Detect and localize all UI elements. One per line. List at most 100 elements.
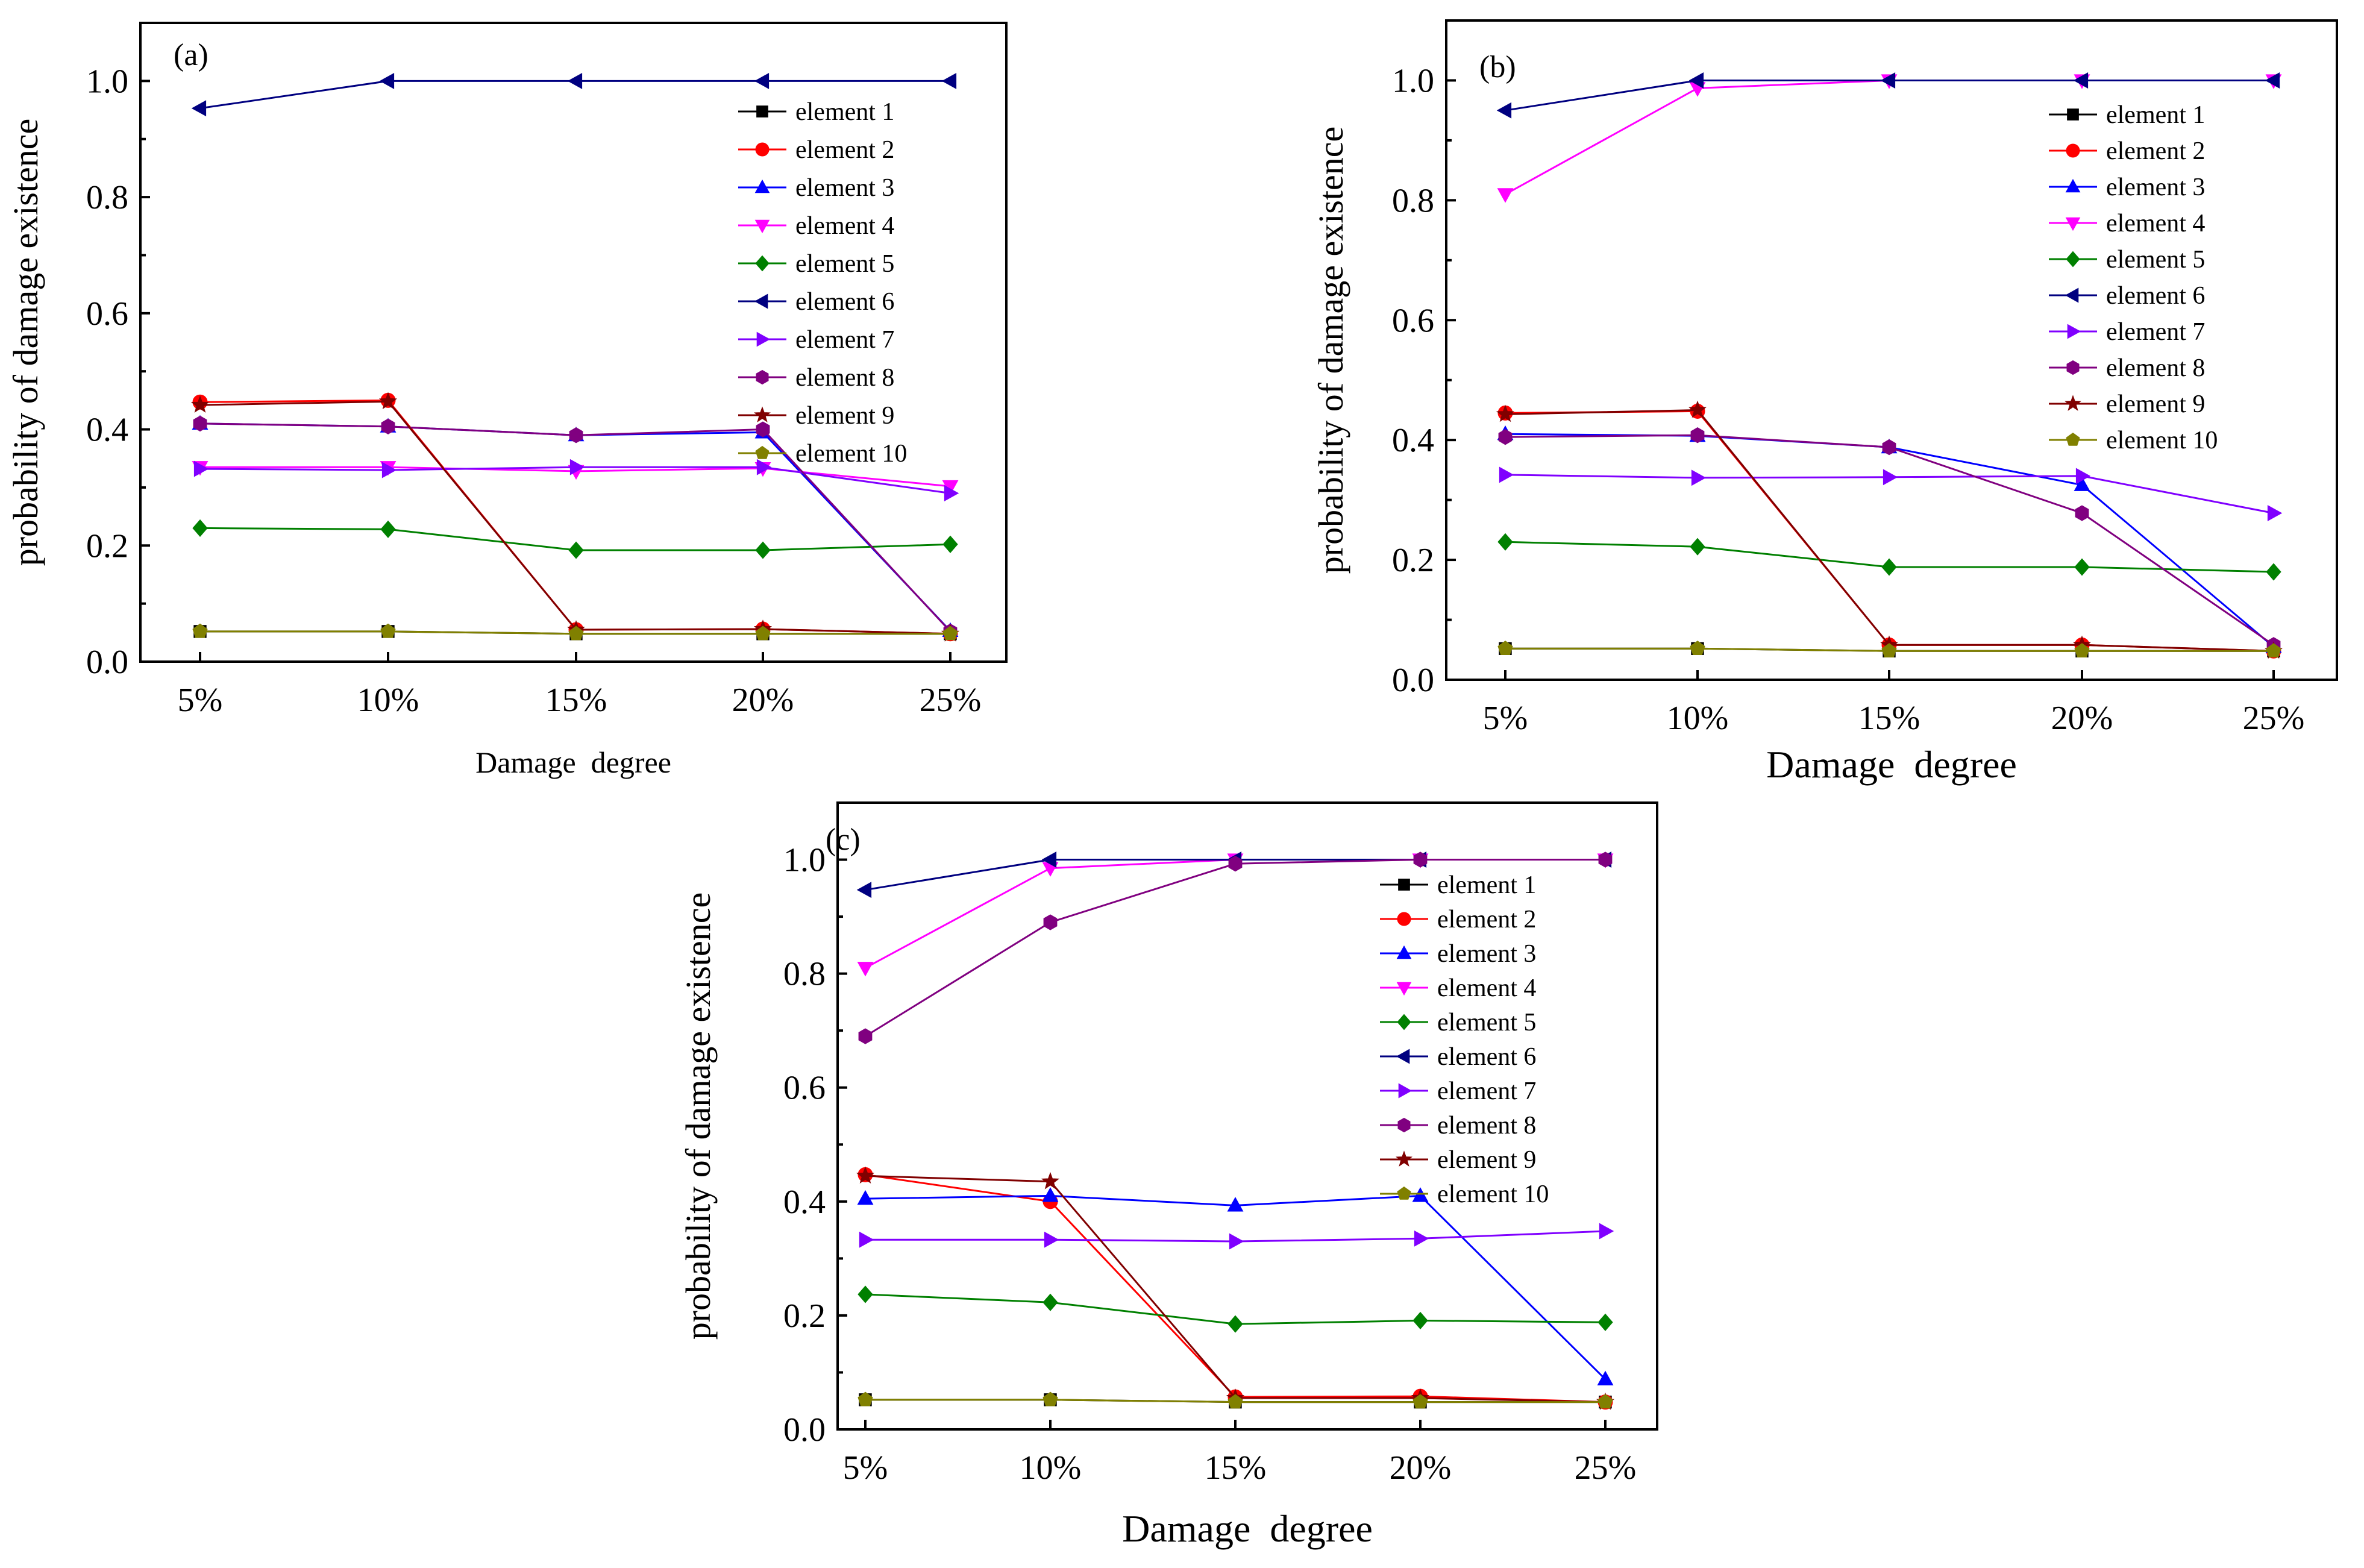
legend-marker-c-1	[1398, 879, 1410, 891]
legend-marker-a-7	[756, 331, 771, 347]
legend-label-a-8: element 8	[795, 364, 894, 392]
panel-label-c: (c)	[826, 823, 861, 857]
legend-label-c-6: element 6	[1437, 1043, 1536, 1071]
legend-marker-b-6	[2065, 287, 2079, 303]
legend-item-a-8: element 8	[738, 364, 894, 392]
legend-label-a-5: element 5	[795, 250, 894, 278]
data-point-c-s7-2	[1044, 1231, 1059, 1248]
legend-label-a-10: element 10	[795, 440, 907, 468]
chart-c-svg: 0.0 0.2 0.4 0.6 0.8 1.0 5% 10% 15% 20% 25% Damage d…	[679, 801, 1658, 1550]
series-b-3	[1497, 425, 2282, 653]
data-point-c-s10-5	[1597, 1394, 1613, 1409]
x-tick-label-b-4: 25%	[2243, 700, 2305, 737]
data-point-c-s6-1	[856, 882, 872, 898]
y-tick-label-a-2: 0.4	[86, 412, 128, 449]
legend-item-c-10: element 10	[1380, 1181, 1549, 1208]
data-point-a-s5-1	[192, 519, 208, 537]
series-line-b-8	[1505, 434, 2274, 646]
legend-label-a-2: element 2	[795, 136, 894, 164]
data-point-c-s3-4	[1412, 1187, 1429, 1202]
data-point-b-s10-5	[2266, 643, 2281, 657]
legend-item-c-9: element 9	[1380, 1146, 1536, 1174]
y-tick-label-a-3: 0.6	[86, 295, 128, 333]
data-point-c-s9-2	[1041, 1171, 1060, 1190]
x-tick-label-b-1: 10%	[1667, 700, 1729, 737]
data-point-b-s10-1	[1497, 641, 1513, 655]
legend-label-c-10: element 10	[1437, 1181, 1549, 1208]
y-tick-label-a-4: 0.8	[86, 179, 128, 216]
x-tick-label-c-4: 25%	[1575, 1449, 1637, 1487]
data-point-c-s3-2	[1042, 1187, 1059, 1202]
panel-label-b: (b)	[1479, 50, 1516, 84]
series-line-b-3	[1505, 433, 2274, 648]
data-point-b-s9-1	[1496, 404, 1515, 422]
legend-label-b-9: element 9	[2106, 390, 2205, 418]
legend-marker-a-10	[755, 445, 770, 459]
data-point-a-s9-2	[378, 392, 398, 410]
x-tick-label-c-3: 20%	[1390, 1449, 1452, 1487]
legend-label-b-4: element 4	[2106, 210, 2205, 237]
data-point-c-s5-2	[1042, 1293, 1058, 1311]
y-tick-label-c-4: 0.8	[783, 956, 826, 993]
data-point-b-s10-4	[2074, 643, 2090, 657]
y-tick-label-c-3: 0.6	[783, 1070, 826, 1107]
data-point-b-s8-2	[1690, 427, 1705, 444]
plot-frame-c	[836, 801, 1658, 1431]
y-tick-label-a-1: 0.2	[86, 527, 128, 565]
legend-label-b-2: element 2	[2106, 137, 2205, 165]
data-point-c-s6-2	[1041, 851, 1057, 868]
y-tick-label-c-0: 0.0	[783, 1411, 826, 1449]
data-point-a-s7-1	[193, 460, 209, 477]
data-point-c-s8-3	[1228, 856, 1243, 872]
chart-panel-a: 0.0 0.2 0.4 0.6 0.8 1.0 5% 10% 15% 20% 25% Damage d…	[0, 0, 1036, 798]
data-point-b-s5-3	[1881, 558, 1897, 576]
legend-item-a-10: element 10	[738, 440, 907, 468]
series-line-c-3	[865, 1194, 1607, 1380]
data-point-b-s5-5	[2266, 563, 2281, 581]
data-point-a-s6-2	[379, 72, 395, 89]
series-b-7	[1499, 466, 2283, 521]
data-point-b-s5-2	[1690, 538, 1705, 556]
data-point-a-s10-2	[380, 623, 396, 638]
data-point-a-s6-3	[567, 72, 583, 89]
series-b-8	[1498, 427, 2281, 653]
data-point-c-s7-1	[859, 1231, 874, 1248]
data-point-b-s6-3	[1880, 72, 1896, 89]
legend-label-c-8: element 8	[1437, 1112, 1536, 1140]
x-tick-label-c-1: 10%	[1020, 1449, 1082, 1487]
legend-marker-a-5	[755, 255, 770, 272]
legend-marker-b-10	[2066, 432, 2080, 446]
data-point-a-s10-3	[568, 626, 584, 641]
data-point-c-s10-1	[857, 1391, 873, 1406]
data-point-a-s7-3	[569, 459, 585, 475]
series-a-5	[192, 519, 958, 559]
data-point-a-s5-5	[942, 535, 958, 553]
chart-a-svg: 0.0 0.2 0.4 0.6 0.8 1.0 5% 10% 15% 20% 25% Damage d…	[6, 22, 1008, 779]
series-c-8	[858, 851, 1613, 1044]
data-point-c-s8-2	[1043, 914, 1058, 930]
legend-item-b-8: element 8	[2049, 354, 2205, 382]
data-point-c-s8-5	[1598, 851, 1613, 868]
y-tick-label-b-0: 0.0	[1392, 662, 1434, 699]
legend-marker-b-1	[2067, 108, 2079, 121]
data-point-a-s7-2	[381, 462, 397, 478]
legend-label-a-9: element 9	[795, 402, 894, 430]
legend-item-b-1: element 1	[2049, 101, 2205, 129]
legend-marker-c-10	[1397, 1186, 1411, 1200]
data-point-c-s3-5	[1597, 1370, 1614, 1385]
legend-marker-b-8	[2066, 360, 2080, 375]
data-point-b-s7-1	[1499, 466, 1514, 483]
y-tick-label-b-4: 0.8	[1392, 182, 1434, 219]
series-b-10	[1497, 641, 2281, 657]
legend-marker-c-2	[1397, 912, 1411, 926]
legend-item-b-6: element 6	[2049, 282, 2205, 310]
x-axis-label-c: Damage degree	[1122, 1507, 1373, 1550]
data-point-b-s6-1	[1496, 102, 1512, 119]
series-c-10	[857, 1391, 1613, 1409]
x-tick-label-c-2: 15%	[1205, 1449, 1267, 1487]
data-point-b-s4-1	[1497, 188, 1514, 203]
data-point-c-s7-4	[1414, 1230, 1429, 1247]
plot-frame-a	[139, 22, 1008, 663]
legend-marker-a-8	[756, 369, 769, 385]
chart-panel-c: 0.0 0.2 0.4 0.6 0.8 1.0 5% 10% 15% 20% 25% Damage d…	[645, 795, 1681, 1565]
